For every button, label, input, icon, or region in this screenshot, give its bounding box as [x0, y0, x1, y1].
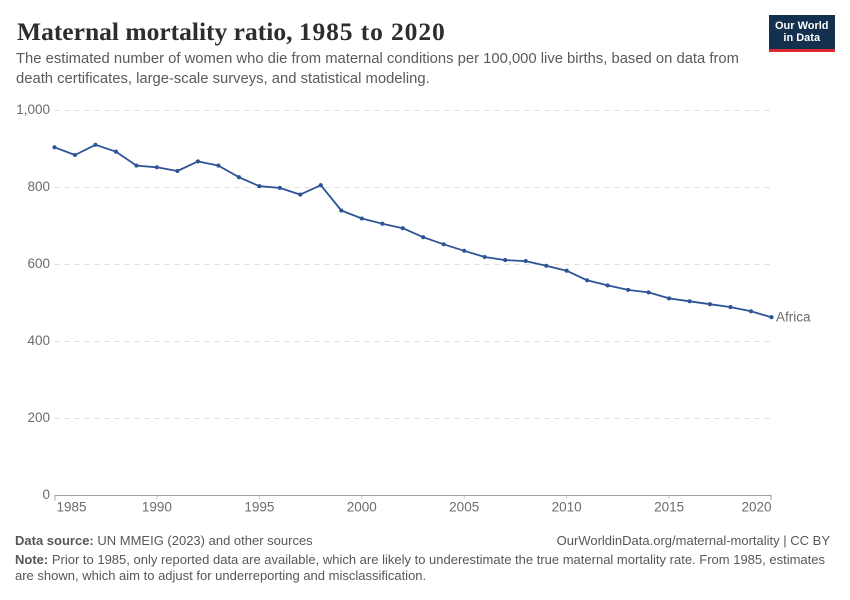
svg-text:Africa: Africa [776, 310, 811, 325]
svg-text:1,000: 1,000 [16, 102, 50, 117]
svg-text:1985: 1985 [57, 500, 87, 515]
svg-text:1995: 1995 [244, 500, 274, 515]
svg-text:2020: 2020 [741, 500, 771, 515]
svg-text:200: 200 [27, 410, 50, 425]
svg-text:400: 400 [27, 333, 50, 348]
svg-text:800: 800 [27, 179, 50, 194]
svg-text:2015: 2015 [654, 500, 684, 515]
svg-text:0: 0 [42, 487, 50, 502]
svg-text:2010: 2010 [552, 500, 582, 515]
svg-text:2005: 2005 [449, 500, 479, 515]
svg-text:2000: 2000 [347, 500, 377, 515]
svg-text:1990: 1990 [142, 500, 172, 515]
svg-text:600: 600 [27, 256, 50, 271]
